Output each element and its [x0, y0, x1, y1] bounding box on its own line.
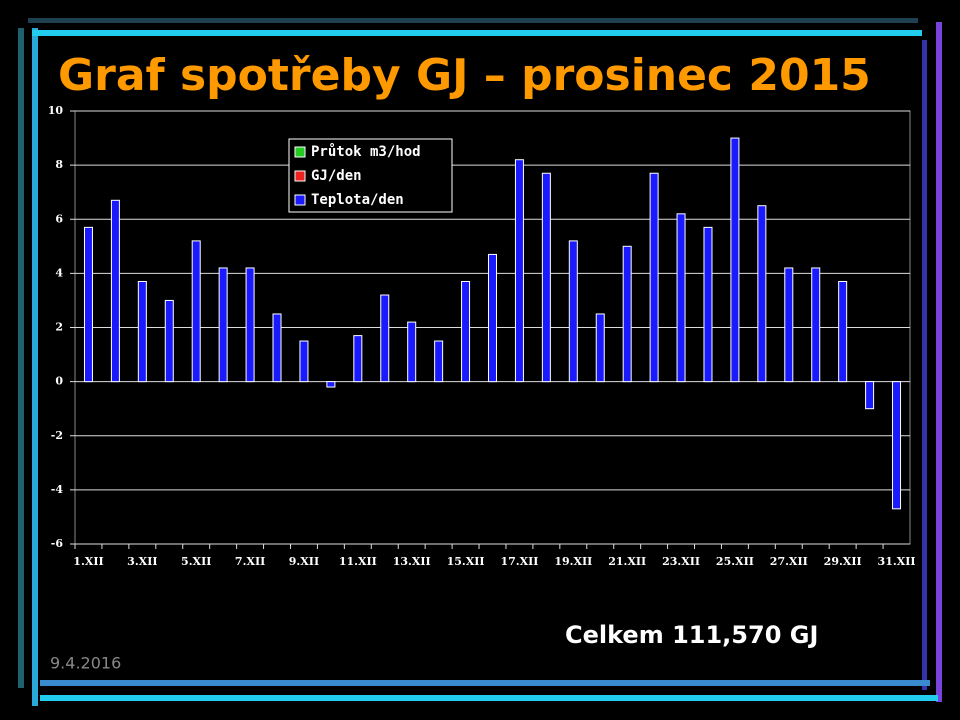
- bar: [730, 137, 740, 383]
- legend-label: Průtok m3/hod: [311, 143, 421, 160]
- bar: [892, 381, 902, 510]
- bar: [83, 226, 93, 383]
- x-tick-label: 25.XII: [716, 555, 754, 568]
- bar: [676, 213, 686, 383]
- y-tick-label: 4: [55, 266, 63, 279]
- bar: [865, 381, 875, 410]
- date: 9.4.2016: [50, 654, 121, 673]
- x-tick-label: 7.XII: [235, 555, 265, 568]
- frame: [32, 28, 38, 706]
- bar: [568, 240, 578, 383]
- frame: [922, 40, 927, 690]
- x-tick-label: 11.XII: [339, 555, 377, 568]
- bar: [191, 240, 201, 383]
- frame: [32, 30, 922, 36]
- bar: [541, 172, 551, 383]
- x-tick-label: 1.XII: [73, 555, 103, 568]
- bar: [622, 245, 632, 383]
- bar: [703, 226, 713, 383]
- legend-label: GJ/den: [311, 168, 362, 184]
- bar: [811, 267, 821, 383]
- bar: [434, 340, 444, 383]
- y-tick-label: -2: [51, 429, 63, 442]
- x-tick-label: 13.XII: [393, 555, 431, 568]
- bar: [137, 280, 147, 383]
- y-tick-label: 8: [55, 158, 63, 171]
- frame: [936, 22, 942, 702]
- title: Graf spotřeby GJ – prosinec 2015: [58, 50, 871, 101]
- legend-box: [288, 138, 453, 213]
- bar: [488, 253, 497, 383]
- legend-swatch: [294, 194, 306, 206]
- legend-swatch: [294, 170, 306, 182]
- bar: [272, 313, 282, 383]
- bar: [595, 313, 605, 383]
- x-tick-label: 29.XII: [824, 555, 862, 568]
- total: Celkem 111,570 GJ: [565, 621, 818, 649]
- bar: [838, 280, 848, 383]
- frame: [40, 695, 938, 701]
- bar: [245, 267, 255, 383]
- x-tick-label: 9.XII: [289, 555, 319, 568]
- x-tick-label: 21.XII: [608, 555, 646, 568]
- bar: [380, 294, 390, 383]
- x-tick-label: 19.XII: [554, 555, 592, 568]
- bar: [353, 335, 363, 383]
- x-tick-label: 5.XII: [181, 555, 211, 568]
- x-tick-label: 31.XII: [878, 555, 916, 568]
- bar: [757, 205, 767, 383]
- bar: [649, 172, 659, 383]
- bar: [299, 340, 309, 383]
- bar: [784, 267, 794, 383]
- bar: [407, 321, 417, 383]
- y-tick-label: 10: [48, 104, 64, 117]
- y-tick-label: 6: [55, 212, 63, 225]
- legend-swatch: [294, 146, 306, 158]
- x-tick-label: 15.XII: [447, 555, 485, 568]
- x-tick-label: 3.XII: [127, 555, 157, 568]
- y-tick-label: -6: [51, 537, 64, 550]
- bar: [326, 381, 336, 388]
- bar: [164, 299, 174, 383]
- x-tick-label: 23.XII: [662, 555, 700, 568]
- x-tick-label: 17.XII: [500, 555, 538, 568]
- bar: [110, 199, 120, 383]
- bar: [218, 267, 228, 383]
- y-tick-label: 0: [55, 375, 63, 388]
- frame: [28, 18, 918, 23]
- x-tick-label: 27.XII: [770, 555, 808, 568]
- y-tick-label: 2: [55, 321, 63, 334]
- bar: [514, 159, 524, 383]
- legend-label: Teplota/den: [311, 192, 404, 208]
- bar: [461, 280, 471, 383]
- y-tick-label: -4: [51, 483, 64, 496]
- frame: [40, 680, 930, 686]
- chart: -6 -4 -2 0 2 4 6 8 10 1.XII 3.XII 5.XII 7.XII 9.XII 11…: [48, 104, 916, 568]
- frame: [18, 28, 24, 688]
